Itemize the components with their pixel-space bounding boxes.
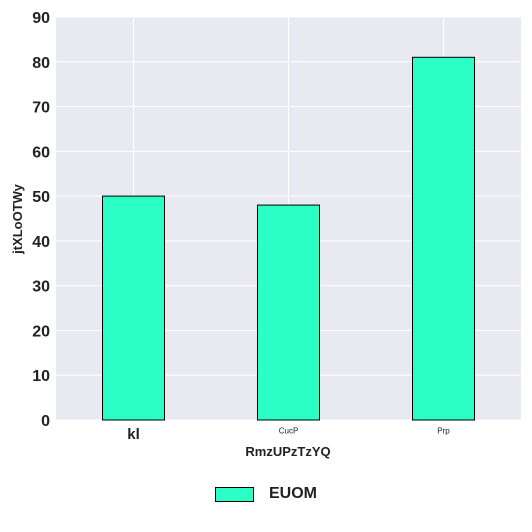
legend-swatch	[215, 487, 254, 502]
x-tick-label: kl	[127, 426, 140, 443]
y-tick-label: 50	[32, 189, 50, 206]
y-tick-label: 10	[32, 368, 50, 385]
y-tick-label: 40	[32, 234, 50, 251]
y-tick-label: 20	[32, 323, 50, 340]
y-axis-title: jtXLoOTWy	[10, 183, 25, 255]
y-tick-label: 90	[32, 10, 50, 27]
x-tick-label: Prp	[437, 426, 450, 435]
y-tick-label: 0	[41, 413, 50, 430]
bar-kl	[103, 196, 165, 420]
x-tick-label: CucP	[279, 426, 299, 435]
bar-CucP	[258, 205, 320, 420]
legend: EUOM	[0, 482, 532, 506]
y-tick-label: 80	[32, 55, 50, 72]
y-tick-label: 70	[32, 100, 50, 117]
x-axis-title: RmzUPzTzYQ	[245, 444, 330, 459]
bar-Prp	[413, 57, 475, 420]
bar-chart: 0 10 20 30 40 50 60 70 80 90 kl CucP Prp RmzUPzTzYQ…	[0, 0, 532, 470]
y-tick-label: 30	[32, 279, 50, 296]
legend-label: EUOM	[269, 485, 317, 503]
y-tick-label: 60	[32, 144, 50, 161]
x-tick-labels: kl CucP Prp	[127, 426, 450, 443]
y-tick-labels: 0 10 20 30 40 50 60 70 80 90	[32, 10, 50, 430]
